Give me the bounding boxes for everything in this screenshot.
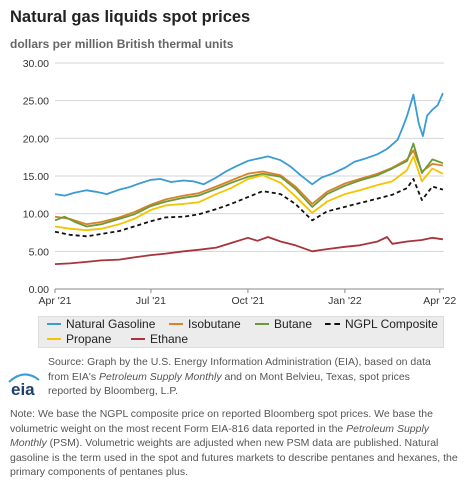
- y-tick-label: 20.00: [23, 133, 49, 145]
- legend-item-ethane: Ethane: [131, 332, 188, 346]
- legend-swatch: [47, 338, 61, 340]
- y-axis-ticks: 0.00 5.00 10.00 15.00 20.00 25.00 30.00: [23, 58, 49, 296]
- legend-item-butane: Butane: [255, 317, 312, 331]
- legend-swatch: [47, 323, 61, 325]
- x-tick-label: Apr '21: [39, 295, 72, 307]
- chart-subtitle: dollars per million British thermal unit…: [10, 37, 234, 51]
- note-part-1: Note: We base the NGPL composite price o…: [10, 408, 433, 435]
- y-tick-label: 0.00: [29, 284, 50, 296]
- y-tick-label: 25.00: [23, 96, 49, 108]
- y-tick-label: 10.00: [23, 209, 49, 221]
- legend-label: NGPL Composite: [345, 317, 438, 331]
- legend-label: Natural Gasoline: [66, 317, 156, 331]
- source-prefix: Source: Graph by the U.S. Energy Informa…: [48, 356, 431, 383]
- series-line-ethane: [54, 236, 444, 265]
- source-suffix: and on Mont Belvieu, Texas, spot prices …: [48, 370, 410, 398]
- x-tick-label: Oct '21: [231, 295, 264, 307]
- legend-item-natural-gasoline: Natural Gasoline: [47, 317, 155, 331]
- x-tick-label: Jul '21: [136, 295, 166, 307]
- source-psm: Petroleum Supply Monthly: [99, 370, 222, 383]
- y-tick-label: 5.00: [29, 246, 50, 258]
- note-text: Note: We base the NGPL composite price o…: [10, 407, 460, 480]
- legend-item-isobutane: Isobutane: [169, 317, 241, 331]
- legend-item-ngpl-composite: NGPL Composite: [325, 317, 438, 331]
- x-axis-ticks: Apr '21 Jul '21 Oct '21 Jan '22 Apr '22: [39, 289, 456, 307]
- legend-label: Isobutane: [188, 317, 241, 331]
- grid-lines: [55, 62, 444, 290]
- source-text: Source: Graph by the U.S. Energy Informa…: [48, 355, 448, 399]
- legend-item-propane: Propane: [47, 332, 111, 346]
- y-tick-label: 30.00: [23, 58, 49, 70]
- chart-legend: Natural Gasoline Isobutane Butane NGPL C…: [38, 316, 444, 348]
- series-lines: [54, 92, 444, 265]
- series-line-isobutane: [54, 149, 444, 226]
- legend-label: Propane: [66, 332, 112, 346]
- x-tick-label: Apr '22: [423, 295, 456, 307]
- legend-swatch: [325, 323, 340, 325]
- eia-logo: eia: [8, 373, 40, 399]
- y-tick-label: 15.00: [23, 171, 49, 183]
- logo-text: eia: [11, 380, 35, 399]
- series-line-natural-gasoline: [54, 92, 444, 197]
- legend-swatch: [169, 323, 183, 325]
- legend-label: Butane: [274, 317, 313, 331]
- series-line-butane: [54, 142, 444, 228]
- legend-swatch: [131, 338, 145, 340]
- series-line-propane: [54, 155, 444, 232]
- x-tick-label: Jan '22: [328, 295, 362, 307]
- note-part-2: (PSM). Volumetric weights are adjusted w…: [10, 437, 458, 478]
- legend-swatch: [255, 323, 269, 325]
- chart-title: Natural gas liquids spot prices: [10, 8, 251, 26]
- line-chart: 0.00 5.00 10.00 15.00 20.00 25.00 30.00 Apr '2…: [23, 58, 457, 307]
- note-psm: Petroleum Supply Monthly: [10, 422, 430, 450]
- legend-label: Ethane: [150, 332, 189, 346]
- series-line-ngpl-composite: [54, 178, 444, 238]
